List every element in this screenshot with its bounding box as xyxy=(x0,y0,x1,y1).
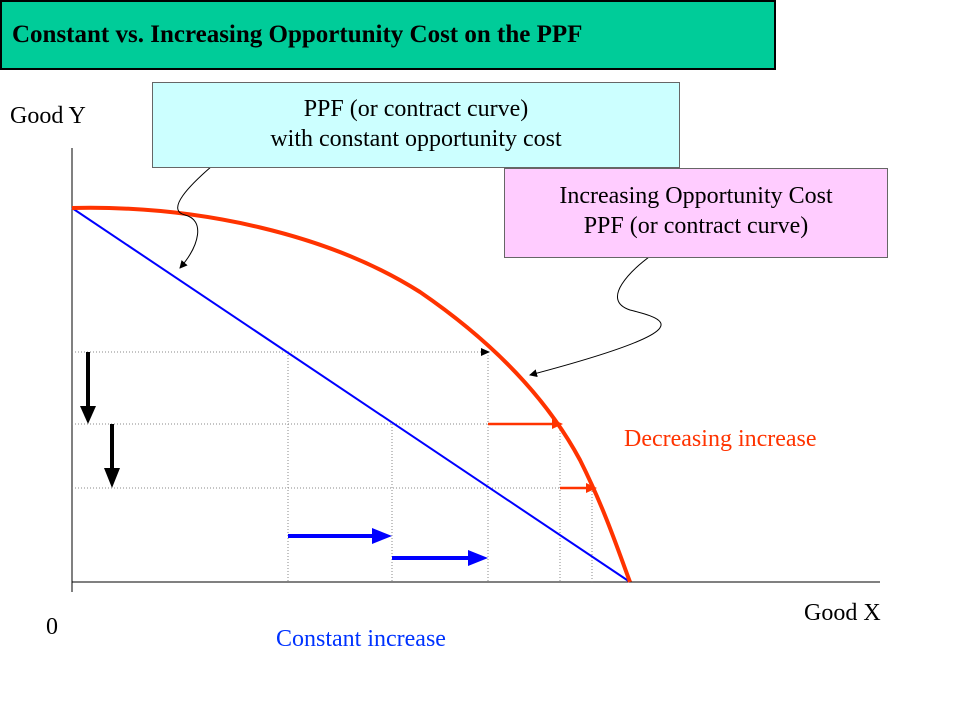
x-axis-label: Good X xyxy=(804,600,881,626)
black-down-arrow-1 xyxy=(80,352,96,424)
constant-callout-connector xyxy=(177,165,213,269)
slide-title-text: Constant vs. Increasing Opportunity Cost… xyxy=(12,21,583,48)
constant-cost-callout: PPF (or contract curve) with constant op… xyxy=(152,82,680,168)
increasing-cost-ppf-curve xyxy=(71,205,632,583)
increasing-callout-line2: PPF (or contract curve) xyxy=(583,213,809,239)
decreasing-increase-label: Decreasing increase xyxy=(624,426,817,452)
slide-title: Constant vs. Increasing Opportunity Cost… xyxy=(0,0,776,70)
increasing-cost-callout: Increasing Opportunity Cost PPF (or cont… xyxy=(504,168,888,258)
constant-increase-label: Constant increase xyxy=(276,626,446,652)
guide-arrow-tip xyxy=(481,348,490,356)
red-right-arrow-1 xyxy=(488,419,563,429)
horizontal-guides xyxy=(72,351,560,489)
blue-right-arrow-2 xyxy=(392,550,488,566)
constant-cost-ppf-line xyxy=(71,207,631,583)
increasing-callout-connector xyxy=(529,251,662,378)
increasing-callout-line1: Increasing Opportunity Cost xyxy=(559,183,833,209)
constant-callout-line1: PPF (or contract curve) xyxy=(303,96,529,122)
red-right-arrow-2 xyxy=(560,483,597,493)
constant-callout-line2: with constant opportunity cost xyxy=(270,126,562,152)
vertical-guides xyxy=(287,352,593,582)
y-axis-label: Good Y xyxy=(10,103,86,129)
origin-label: 0 xyxy=(46,614,58,640)
black-down-arrow-2 xyxy=(104,424,120,488)
blue-right-arrow-1 xyxy=(288,528,392,544)
